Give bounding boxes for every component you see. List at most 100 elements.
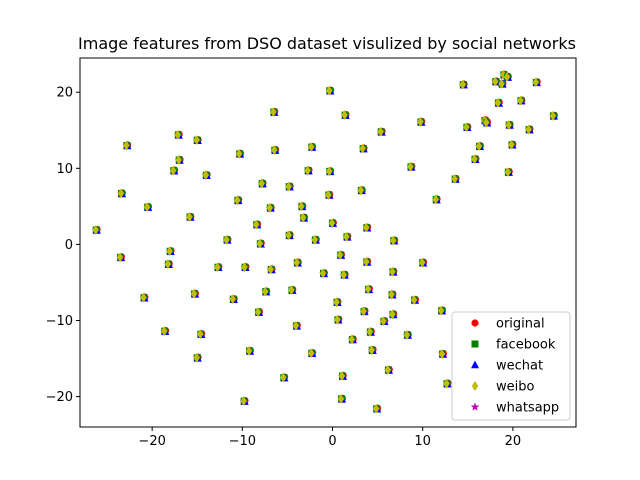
point-weibo	[418, 257, 426, 268]
point-weibo	[328, 218, 336, 229]
point-weibo	[143, 202, 151, 213]
point-weibo	[92, 224, 99, 235]
data-point	[339, 269, 349, 280]
point-weibo	[193, 135, 200, 146]
data-point	[324, 189, 334, 200]
legend-marker-whatsapp	[470, 402, 480, 411]
point-weibo	[494, 97, 502, 108]
point-weibo	[357, 185, 365, 196]
point-weibo	[123, 140, 130, 151]
point-weibo	[363, 256, 370, 267]
data-point	[482, 117, 492, 128]
data-point	[325, 85, 335, 96]
point-weibo	[463, 122, 470, 133]
legend-marker-facebook	[471, 340, 479, 348]
data-point	[418, 257, 428, 268]
data-point	[303, 165, 313, 176]
point-weibo	[368, 345, 375, 356]
point-weibo	[372, 403, 380, 414]
data-point	[437, 305, 447, 316]
point-weibo	[174, 129, 181, 140]
point-weibo	[437, 305, 445, 316]
data-point	[117, 188, 127, 199]
point-weibo	[326, 85, 333, 96]
point-weibo	[390, 235, 397, 246]
y-tick-label: −10	[46, 314, 73, 329]
point-weibo	[498, 78, 505, 89]
legend-label: original	[496, 317, 545, 332]
data-point	[192, 135, 202, 146]
point-weibo	[459, 79, 466, 90]
point-weibo	[417, 116, 424, 127]
data-point	[328, 218, 338, 229]
point-weibo	[337, 393, 345, 404]
data-point	[160, 326, 170, 337]
point-weibo	[432, 194, 439, 205]
legend-marker-original	[471, 319, 479, 327]
data-point	[201, 170, 211, 181]
point-weibo	[308, 142, 315, 153]
data-point	[475, 141, 485, 152]
point-weibo	[334, 314, 341, 325]
point-weibo	[298, 201, 305, 212]
data-point	[348, 334, 357, 345]
data-point	[319, 268, 329, 279]
x-tick-label: −10	[229, 434, 256, 449]
data-point	[364, 284, 374, 295]
plot-frame	[79, 57, 577, 428]
data-point	[143, 202, 153, 213]
data-point	[372, 403, 382, 414]
data-point	[293, 257, 302, 268]
legend-entry-facebook: facebook	[471, 338, 556, 353]
data-point	[491, 76, 501, 87]
point-weibo	[360, 306, 367, 317]
data-point	[266, 202, 275, 213]
data-point	[336, 250, 346, 261]
data-point	[357, 185, 366, 196]
data-point	[462, 122, 472, 133]
point-weibo	[280, 372, 287, 383]
point-weibo	[293, 257, 301, 268]
data-point	[438, 348, 448, 359]
data-point	[254, 307, 264, 318]
point-weibo	[223, 234, 230, 245]
data-point	[342, 231, 352, 242]
point-weibo	[311, 234, 319, 245]
data-point	[532, 77, 541, 88]
legend-entry-weibo: weibo	[471, 380, 534, 395]
point-weibo	[245, 345, 253, 356]
point-weibo	[285, 230, 292, 241]
data-point	[366, 326, 375, 337]
point-weibo	[214, 262, 221, 273]
point-weibo	[117, 188, 125, 199]
data-point	[549, 110, 559, 121]
x-tick-label: 10	[414, 434, 431, 449]
data-point	[240, 262, 250, 273]
point-weibo	[266, 202, 273, 213]
point-weibo	[234, 195, 241, 206]
point-weibo	[240, 396, 247, 407]
data-point	[245, 345, 255, 356]
legend-entry-wechat: wechat	[471, 359, 543, 374]
point-weibo	[190, 288, 198, 299]
legend-box	[451, 311, 571, 421]
data-point	[174, 129, 183, 140]
point-weibo	[262, 286, 269, 297]
point-weibo	[407, 161, 414, 172]
legend-entry-original: original	[471, 317, 545, 332]
point-weibo	[175, 154, 182, 165]
point-weibo	[492, 76, 499, 87]
data-point	[269, 107, 279, 118]
data-point	[403, 329, 412, 340]
x-tick-label: 0	[328, 434, 336, 449]
data-point	[524, 124, 534, 135]
data-point	[91, 224, 101, 235]
point-weibo	[471, 154, 478, 165]
point-weibo	[271, 145, 278, 156]
data-point	[307, 142, 317, 153]
point-weibo	[384, 364, 392, 375]
point-weibo	[532, 77, 540, 88]
legend-label: weibo	[496, 380, 534, 395]
point-weibo	[503, 72, 511, 83]
data-point	[190, 288, 200, 299]
